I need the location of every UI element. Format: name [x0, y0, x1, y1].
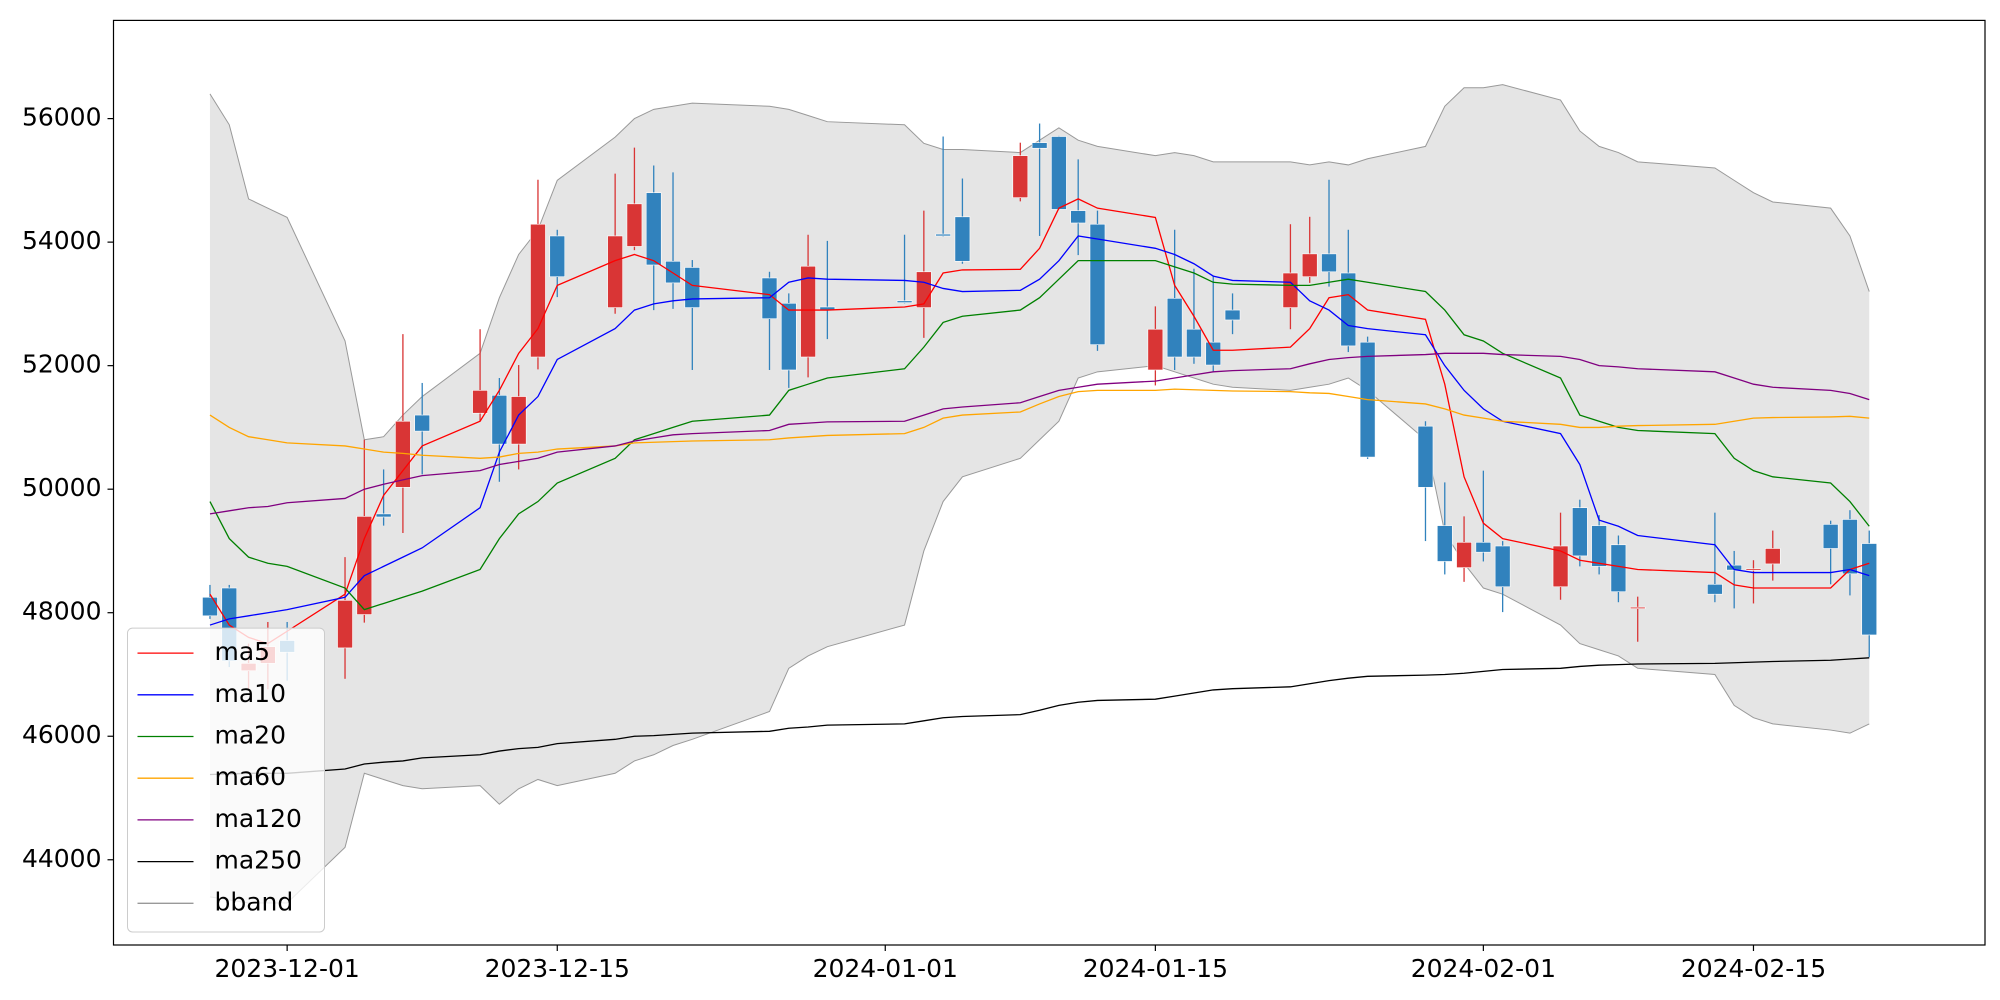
- candle-body: [1340, 272, 1357, 347]
- candle-body: [1301, 253, 1318, 278]
- axes-frame: [112, 19, 1986, 946]
- band-upper: [209, 84, 1870, 441]
- candle-body: [337, 600, 353, 649]
- candle-body: [607, 235, 623, 308]
- candle-body: [896, 300, 913, 303]
- candle-body: [1745, 568, 1762, 571]
- candle-body: [1822, 524, 1839, 549]
- candle-body: [1089, 223, 1106, 345]
- band-fill: [209, 84, 1870, 903]
- ma-line: [209, 388, 1870, 459]
- candle-body: [1031, 142, 1048, 149]
- candle-body: [1205, 341, 1222, 366]
- candle-body: [1224, 309, 1241, 321]
- ma-line: [209, 657, 1870, 776]
- candle-body: [356, 516, 373, 615]
- x-tick-label: 2024-01-15: [1083, 954, 1228, 983]
- candle-body: [1861, 543, 1878, 636]
- candle-body: [510, 396, 527, 445]
- candle-body: [491, 395, 508, 445]
- candle-body: [1591, 525, 1607, 567]
- legend: ma5 ma10 ma20 ma60 ma120 ma250 bband: [127, 627, 325, 933]
- candle-body: [530, 223, 546, 358]
- band-lower: [209, 365, 1870, 904]
- ma-line: [209, 352, 1870, 515]
- candle-body: [1572, 507, 1588, 557]
- x-tick-label: 2023-12-01: [214, 954, 359, 983]
- ma-line: [209, 260, 1870, 611]
- x-tick-label: 2023-12-15: [485, 954, 630, 983]
- y-tick-label: 48000: [22, 597, 102, 626]
- x-tick-label: 2024-02-01: [1411, 954, 1556, 983]
- candle-body: [1494, 545, 1511, 588]
- candle-body: [935, 233, 951, 237]
- candle-body: [375, 513, 392, 518]
- legend-label: ma5: [215, 637, 271, 666]
- legend-label: ma10: [215, 679, 286, 708]
- y-tick-label: 54000: [22, 226, 102, 255]
- candle-body: [665, 260, 681, 284]
- candle-body: [472, 390, 488, 414]
- ma-line: [209, 198, 1870, 645]
- legend-label: ma120: [215, 804, 302, 833]
- candle-body: [1764, 548, 1781, 565]
- candle-body: [780, 302, 797, 371]
- legend-label: ma60: [215, 762, 286, 791]
- candle-body: [549, 235, 566, 278]
- candle-body: [1166, 298, 1183, 358]
- candle-body: [1417, 425, 1434, 488]
- candle-body: [684, 267, 701, 308]
- candle-body: [626, 203, 643, 247]
- candle-body: [916, 271, 932, 308]
- x-tick-label: 2024-02-15: [1681, 954, 1826, 983]
- candle-body: [1842, 519, 1858, 575]
- y-tick-label: 44000: [22, 844, 102, 873]
- candle-body: [1051, 136, 1067, 210]
- ma-line: [209, 235, 1870, 626]
- candle-body: [645, 192, 662, 266]
- candle-body: [1610, 544, 1627, 593]
- candle-body: [202, 596, 218, 617]
- candle-body: [1707, 584, 1723, 595]
- y-tick-label: 56000: [22, 103, 102, 132]
- x-tick-label: 2024-01-01: [813, 954, 958, 983]
- y-tick-label: 50000: [22, 473, 102, 502]
- candle-body: [1475, 542, 1492, 553]
- candle-body: [1147, 328, 1164, 371]
- legend-label: bband: [215, 887, 294, 916]
- candle-body: [1186, 328, 1202, 358]
- legend-box: [127, 627, 325, 933]
- candle-body: [1012, 155, 1029, 198]
- candle-body: [800, 265, 816, 358]
- candle-body: [1436, 525, 1453, 562]
- candle-body: [414, 414, 431, 432]
- candle-body: [1282, 272, 1299, 308]
- candle-body: [1629, 606, 1646, 609]
- y-tick-label: 46000: [22, 720, 102, 749]
- legend-label: ma250: [215, 846, 302, 875]
- candle-body: [1321, 253, 1337, 273]
- candle-body: [954, 216, 971, 262]
- legend-label: ma20: [215, 721, 286, 750]
- candle-body: [1552, 545, 1569, 588]
- y-tick-label: 52000: [22, 350, 102, 379]
- candle-body: [1456, 542, 1472, 568]
- candle-body: [1070, 210, 1086, 224]
